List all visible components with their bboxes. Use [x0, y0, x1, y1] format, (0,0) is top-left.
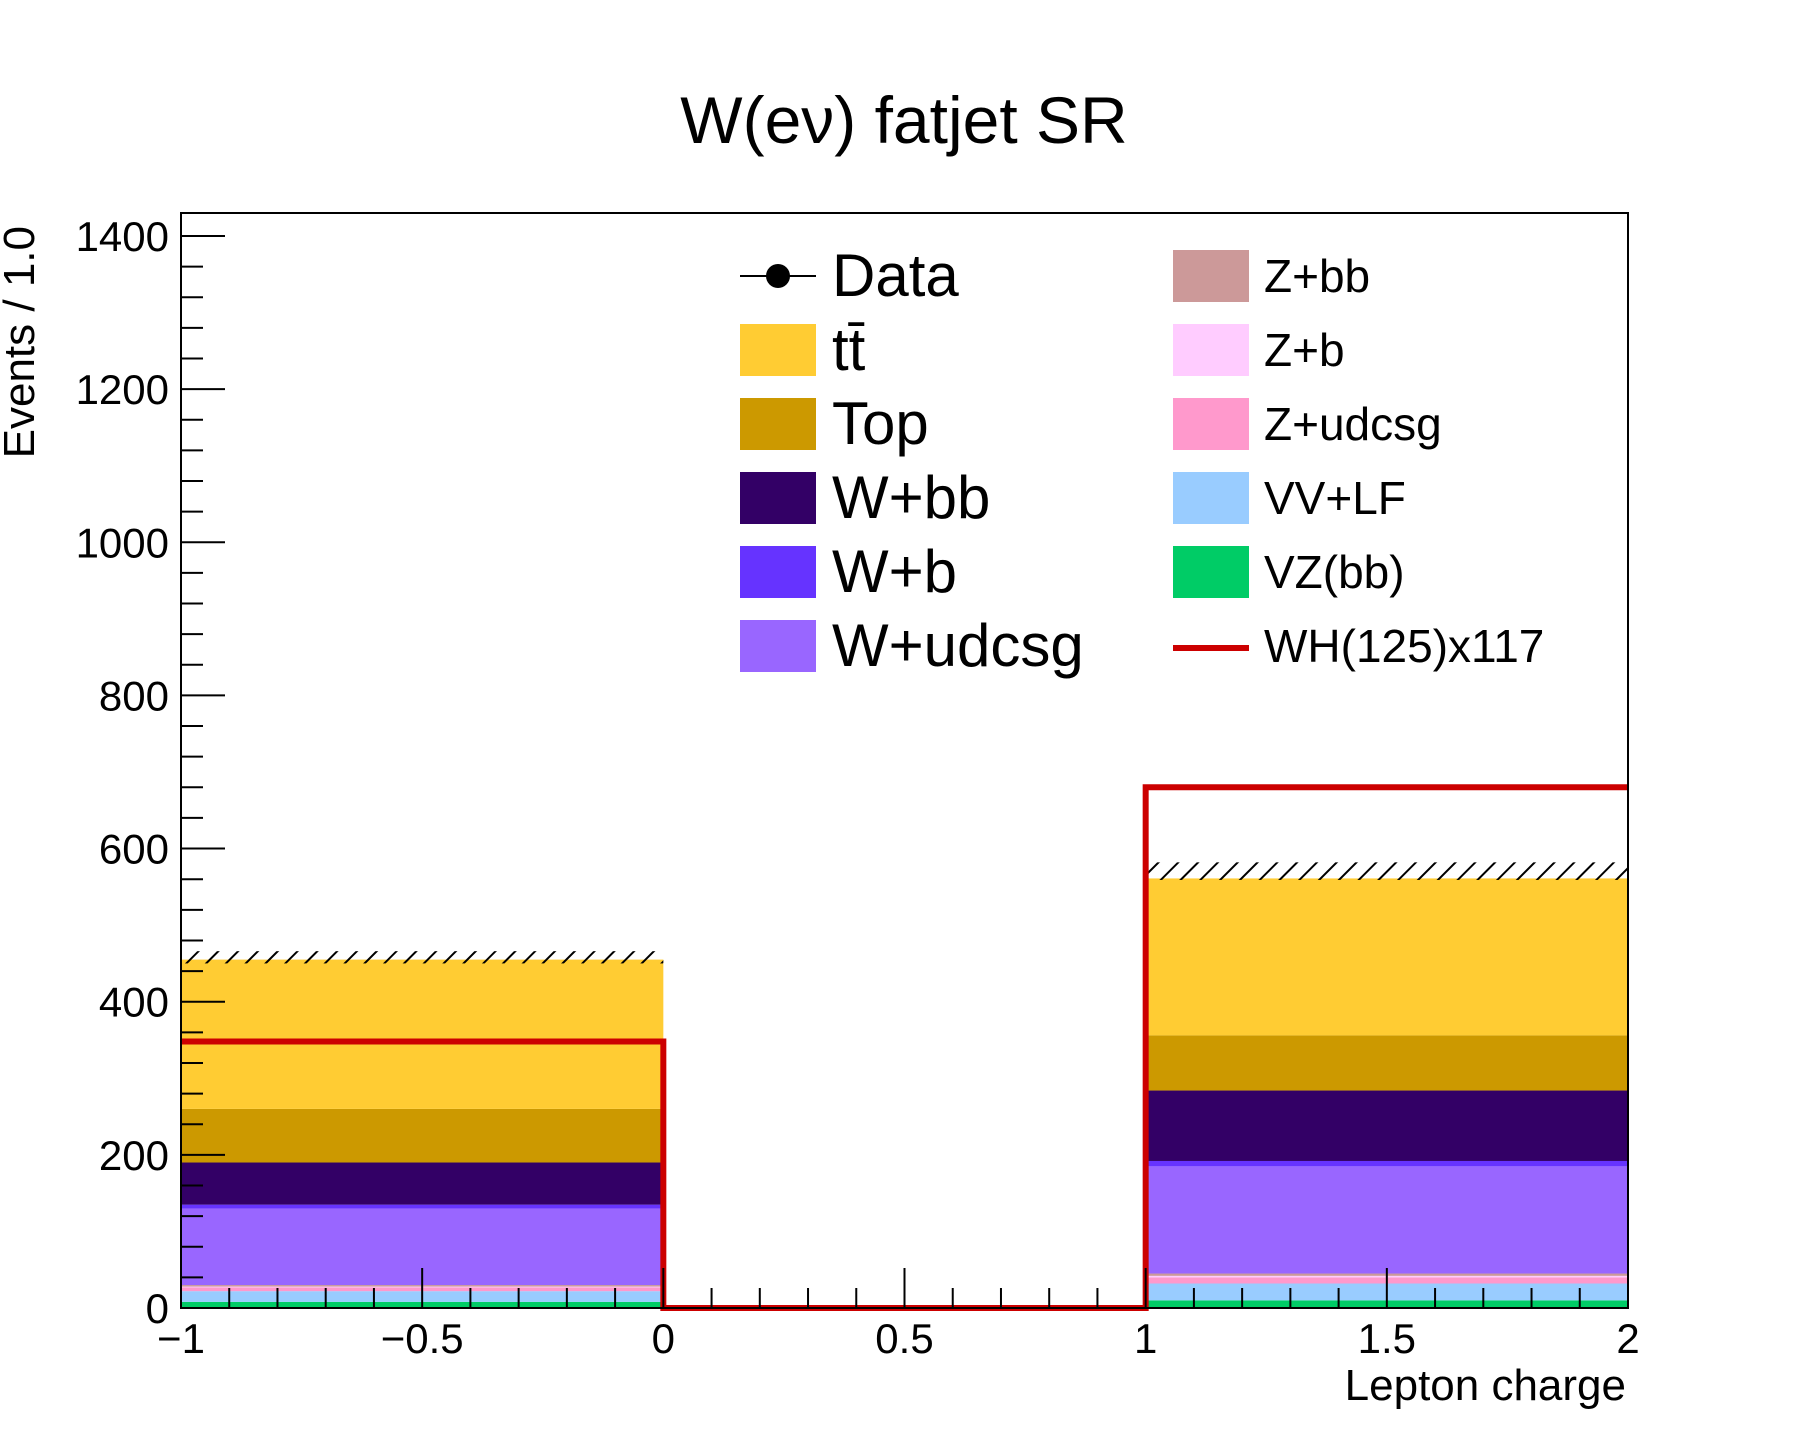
x-axis-label: Lepton charge — [1345, 1361, 1626, 1410]
y-tick-label: 800 — [99, 672, 169, 719]
y-tick-label: 0 — [146, 1285, 169, 1332]
y-axis-label: Events / 1.0 — [0, 226, 44, 458]
uncertainty-band-bin-2 — [1145, 862, 1628, 880]
legend-label: W+udcsg — [832, 612, 1084, 679]
legend-swatch — [1173, 472, 1249, 524]
legend-swatch — [1173, 250, 1249, 302]
bar-w-udcsg-bin-2 — [1145, 1166, 1628, 1274]
x-tick-label: 2 — [1616, 1315, 1639, 1362]
legend-label: Z+b — [1264, 324, 1345, 376]
legend-label: Z+bb — [1264, 250, 1370, 302]
y-tick-label: 1000 — [76, 519, 169, 566]
legend: Data tt̄ Top W+bb W+b W+udcsg Z+bb Z+b Z+udcsg VV… — [740, 242, 1544, 679]
y-tick-label: 1200 — [76, 366, 169, 413]
legend-label: WH(125)x117 — [1264, 620, 1544, 672]
bar-tt--bin-2 — [1145, 878, 1628, 1036]
legend-label: tt̄ — [832, 316, 866, 383]
y-tick-label: 600 — [99, 826, 169, 873]
bar-w-bb-bin-2 — [1145, 1090, 1628, 1161]
bar-w-bb-bin-0 — [181, 1162, 664, 1205]
legend-data-marker — [766, 264, 790, 288]
legend-swatch — [740, 472, 816, 524]
legend-label: Top — [832, 390, 929, 457]
bar-w-b-bin-2 — [1145, 1160, 1628, 1167]
x-tick-label: 1 — [1134, 1315, 1157, 1362]
legend-swatch — [740, 546, 816, 598]
x-tick-label: 0.5 — [875, 1315, 933, 1362]
legend-swatch — [1173, 546, 1249, 598]
legend-label: VV+LF — [1264, 472, 1406, 524]
legend-swatch — [740, 620, 816, 672]
legend-label: Data — [832, 242, 959, 309]
y-tick-label: 1400 — [76, 213, 169, 260]
axes: 0 200 400 600 800 1000 1200 1400 −1 −0.5 0 0.5 1 1.5 2 — [76, 213, 1640, 1362]
legend-swatch — [740, 398, 816, 450]
legend-swatch — [1173, 398, 1249, 450]
plot-area — [181, 784, 1628, 1311]
bar-tt--bin-0 — [181, 959, 664, 1109]
legend-swatch — [740, 324, 816, 376]
bar-top-bin-2 — [1145, 1035, 1628, 1091]
y-tick-label: 200 — [99, 1132, 169, 1179]
y-tick-label: 400 — [99, 979, 169, 1026]
legend-label: W+bb — [832, 464, 990, 531]
uncertainty-band-bin-0 — [181, 951, 664, 964]
bar-top-bin-0 — [181, 1108, 664, 1163]
legend-label: Z+udcsg — [1264, 398, 1442, 450]
bar-w-b-bin-0 — [181, 1204, 664, 1209]
x-tick-label: −0.5 — [381, 1315, 464, 1362]
x-tick-label: −1 — [157, 1315, 205, 1362]
x-tick-label: 1.5 — [1358, 1315, 1416, 1362]
chart-title: W(eν) fatjet SR — [680, 83, 1127, 157]
legend-swatch — [1173, 324, 1249, 376]
x-tick-label: 0 — [652, 1315, 675, 1362]
legend-label: W+b — [832, 538, 957, 605]
legend-label: VZ(bb) — [1264, 546, 1405, 598]
